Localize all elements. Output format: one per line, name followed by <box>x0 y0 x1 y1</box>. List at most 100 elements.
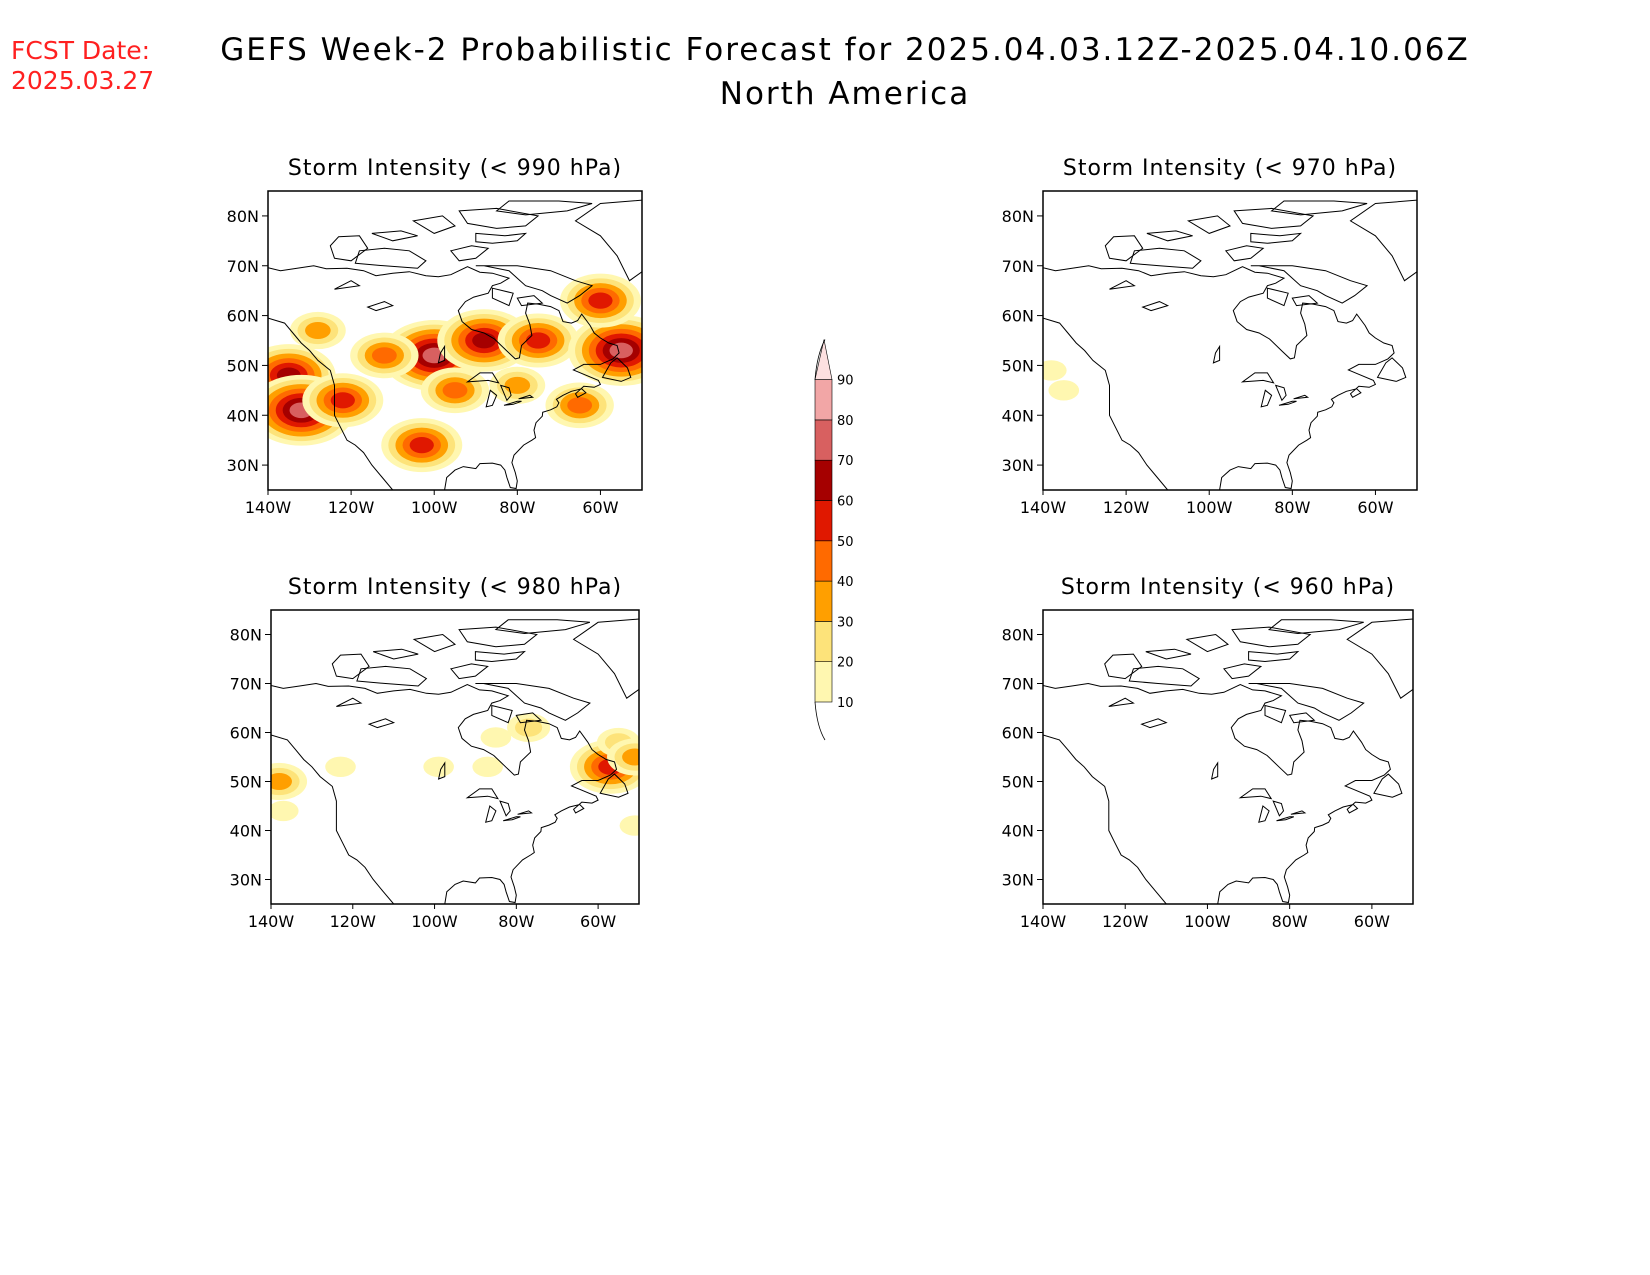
island-outline <box>1129 247 1202 269</box>
island-outline <box>1264 704 1287 724</box>
island-outline <box>1270 200 1368 216</box>
probability-region <box>1048 380 1080 401</box>
probability-region <box>619 815 639 836</box>
colorbar-segment <box>814 500 833 542</box>
colorbar-label: 60 <box>837 495 854 510</box>
lat-tick-label: 60N <box>1002 724 1034 743</box>
probability-region <box>409 437 434 454</box>
lake-outline <box>366 301 395 312</box>
lon-tick-label: 100W <box>411 912 458 931</box>
island-outline <box>599 773 629 798</box>
lat-tick-label: 30N <box>1002 871 1034 890</box>
lake-outline <box>517 810 533 815</box>
colorbar-label: 90 <box>837 374 854 389</box>
island-outline <box>1266 287 1289 307</box>
island-outline <box>491 287 514 307</box>
probability-region <box>1043 360 1067 381</box>
island-outline <box>475 683 591 721</box>
island-outline <box>1288 712 1316 724</box>
probability-region <box>526 332 551 349</box>
island-outline <box>474 650 527 663</box>
island-outline <box>516 295 544 307</box>
probability-region <box>515 718 543 737</box>
lake-outline <box>1210 761 1219 780</box>
lat-tick-label: 70N <box>230 675 262 694</box>
colorbar-segment <box>814 621 833 663</box>
island-outline <box>1128 665 1201 687</box>
map-frame <box>267 190 643 491</box>
lat-tick-label: 80N <box>1002 626 1034 645</box>
lake-outline <box>334 280 361 290</box>
panel-title: Storm Intensity (< 970 hPa) <box>1063 156 1397 181</box>
lat-tick-label: 50N <box>227 356 259 375</box>
panel-title: Storm Intensity (< 990 hPa) <box>288 156 622 181</box>
colorbar-segment <box>814 379 833 421</box>
lat-tick-label: 40N <box>230 822 262 841</box>
lat-tick-label: 80N <box>1002 207 1034 226</box>
probability-region <box>271 800 299 822</box>
colorbar-label: 70 <box>837 454 854 469</box>
colorbar-bottom-cap <box>814 701 826 741</box>
island-outline <box>1250 265 1369 304</box>
lat-tick-label: 40N <box>1002 822 1034 841</box>
island-outline <box>412 633 457 653</box>
lat-tick-label: 30N <box>1002 456 1034 475</box>
coastline <box>268 265 620 490</box>
probability-region <box>442 382 468 399</box>
lat-tick-label: 50N <box>1002 773 1034 792</box>
probability-region <box>325 756 356 777</box>
island-outline <box>356 665 428 687</box>
lon-tick-label: 60W <box>580 912 616 931</box>
island-outline <box>515 712 543 724</box>
island-outline <box>1267 619 1364 635</box>
lake-outline <box>336 697 363 707</box>
island-outline <box>1145 648 1192 660</box>
lake-outline <box>367 718 396 729</box>
lon-tick-label: 60W <box>1354 912 1390 931</box>
lake-outline <box>503 816 521 822</box>
lake-outline <box>503 400 522 406</box>
island-outline <box>1248 650 1300 663</box>
lon-tick-label: 120W <box>328 498 375 517</box>
lake-outline <box>1212 344 1221 364</box>
colorbar-label: 40 <box>837 575 854 590</box>
colorbar-label: 10 <box>837 696 854 711</box>
island-outline <box>1146 230 1193 242</box>
colorbar-segment <box>814 419 833 461</box>
panel-title: Storm Intensity (< 980 hPa) <box>288 575 622 600</box>
coastline <box>1043 682 1391 904</box>
lake-outline <box>1260 389 1273 408</box>
probability-region <box>567 397 593 414</box>
lat-tick-label: 30N <box>227 456 259 475</box>
lon-tick-label: 120W <box>1103 498 1150 517</box>
island-outline <box>475 265 594 304</box>
island-outline <box>475 232 528 244</box>
lake-outline <box>499 800 511 817</box>
lat-tick-label: 60N <box>230 724 262 743</box>
island-outline <box>458 626 538 648</box>
lon-tick-label: 140W <box>1020 912 1067 931</box>
lon-tick-label: 140W <box>1020 498 1067 517</box>
lon-tick-label: 100W <box>1184 912 1231 931</box>
lake-outline <box>1258 805 1270 823</box>
lon-tick-label: 80W <box>498 912 534 931</box>
figure-subtitle: North America <box>719 76 971 112</box>
probability-region <box>504 376 531 394</box>
lon-tick-label: 140W <box>245 498 292 517</box>
lake-outline <box>1278 400 1297 406</box>
lake-outline <box>485 805 497 823</box>
lon-tick-label: 120W <box>330 912 377 931</box>
lon-tick-label: 100W <box>1186 498 1233 517</box>
probability-region <box>371 347 397 364</box>
lake-outline <box>465 372 500 384</box>
island-outline <box>1222 663 1263 680</box>
lat-tick-label: 40N <box>227 406 259 425</box>
island-outline <box>449 663 489 680</box>
lake-outline <box>1293 394 1310 400</box>
probability-region <box>330 392 355 409</box>
probability-region <box>271 773 292 790</box>
forecast-date-block: FCST Date: 2025.03.27 <box>11 36 154 96</box>
colorbar-label: 50 <box>837 535 854 550</box>
probability-region <box>472 332 496 349</box>
